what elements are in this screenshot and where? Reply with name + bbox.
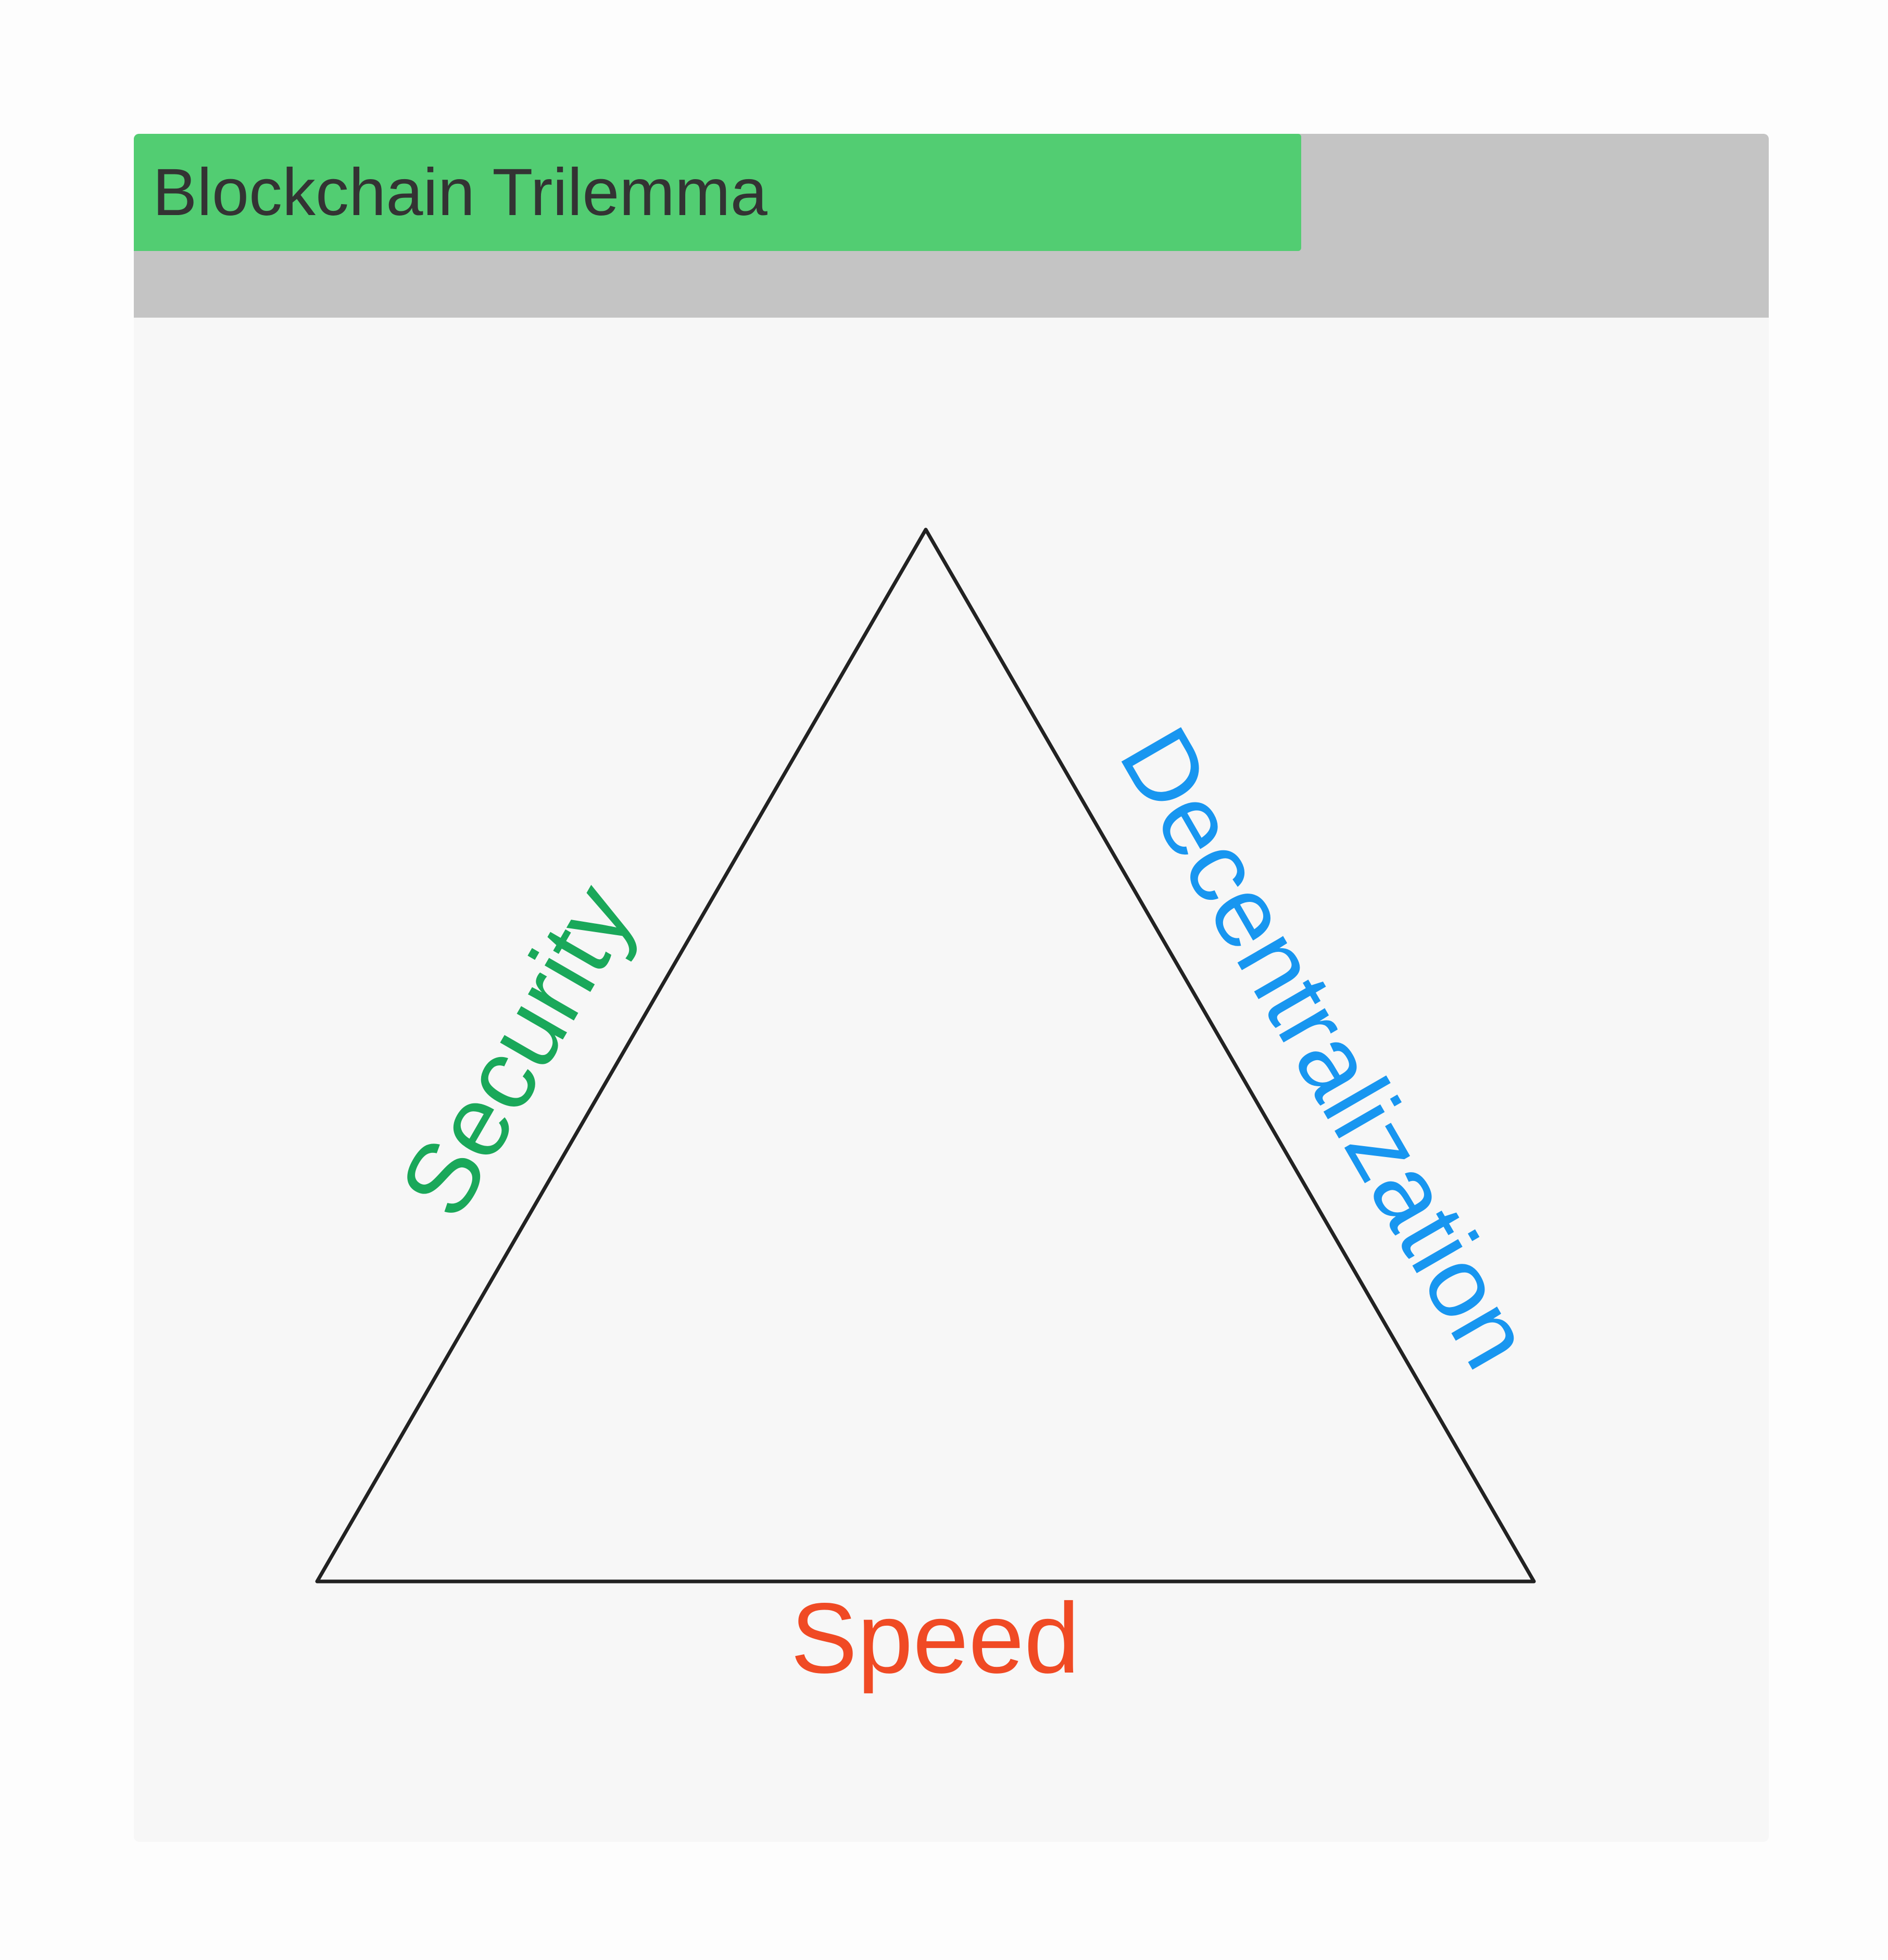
progress-bar-fill xyxy=(134,134,1301,251)
progress-header: Blockchain Trilemma xyxy=(134,134,1769,318)
trilemma-triangle xyxy=(315,527,1536,1584)
security-label: Security xyxy=(378,866,656,1235)
page-title: Blockchain Trilemma xyxy=(153,155,767,230)
decentralization-label: Decentralization xyxy=(1099,709,1554,1386)
speed-label: Speed xyxy=(790,1582,1079,1694)
trilemma-card: Blockchain Trilemma xyxy=(134,134,1769,1842)
